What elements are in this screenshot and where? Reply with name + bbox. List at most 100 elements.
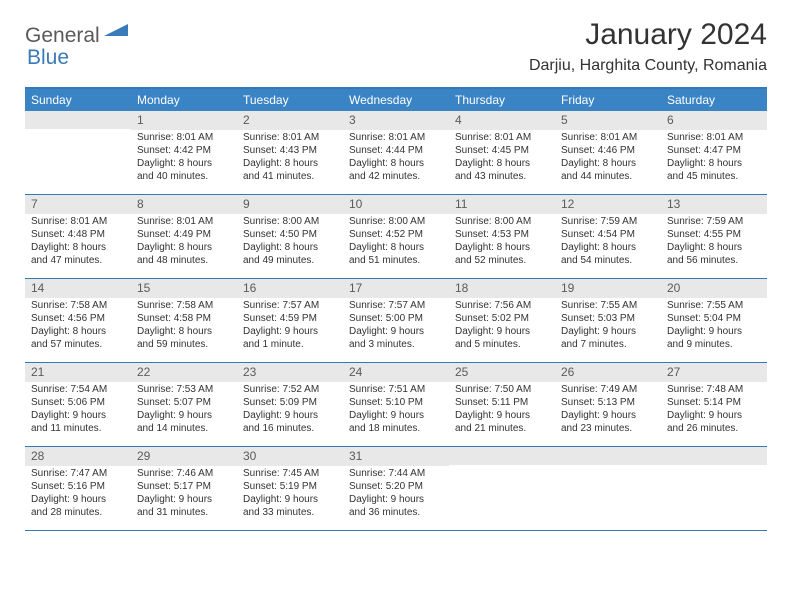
day-number: 27 xyxy=(661,363,767,382)
calendar-body: 1Sunrise: 8:01 AMSunset: 4:42 PMDaylight… xyxy=(25,111,767,531)
daylight-line-1: Daylight: 9 hours xyxy=(561,410,655,423)
sunset-line: Sunset: 5:16 PM xyxy=(31,481,125,494)
daylight-line-1: Daylight: 8 hours xyxy=(137,242,231,255)
daylight-line-2: and 57 minutes. xyxy=(31,339,125,352)
sunrise-line: Sunrise: 8:01 AM xyxy=(667,132,761,145)
daylight-line-1: Daylight: 9 hours xyxy=(137,494,231,507)
sunrise-line: Sunrise: 7:47 AM xyxy=(31,468,125,481)
sunrise-line: Sunrise: 7:53 AM xyxy=(137,384,231,397)
sunrise-line: Sunrise: 7:58 AM xyxy=(31,300,125,313)
day-number: 23 xyxy=(237,363,343,382)
sunrise-line: Sunrise: 8:00 AM xyxy=(243,216,337,229)
daylight-line-2: and 14 minutes. xyxy=(137,423,231,436)
weekday-header: Monday xyxy=(131,89,237,111)
day-number: 14 xyxy=(25,279,131,298)
day-number: 9 xyxy=(237,195,343,214)
sunrise-line: Sunrise: 7:45 AM xyxy=(243,468,337,481)
daylight-line-2: and 23 minutes. xyxy=(561,423,655,436)
sunset-line: Sunset: 4:46 PM xyxy=(561,145,655,158)
logo-text-blue: Blue xyxy=(27,46,69,69)
weekday-header: Tuesday xyxy=(237,89,343,111)
empty-day-bar xyxy=(25,111,131,129)
sunset-line: Sunset: 4:59 PM xyxy=(243,313,337,326)
sunrise-line: Sunrise: 7:51 AM xyxy=(349,384,443,397)
daylight-line-2: and 45 minutes. xyxy=(667,171,761,184)
day-number: 16 xyxy=(237,279,343,298)
sunrise-line: Sunrise: 7:49 AM xyxy=(561,384,655,397)
calendar-cell: 9Sunrise: 8:00 AMSunset: 4:50 PMDaylight… xyxy=(237,195,343,278)
daylight-line-2: and 44 minutes. xyxy=(561,171,655,184)
daylight-line-1: Daylight: 8 hours xyxy=(349,158,443,171)
sunset-line: Sunset: 4:43 PM xyxy=(243,145,337,158)
sunset-line: Sunset: 5:17 PM xyxy=(137,481,231,494)
logo-text-general: General xyxy=(25,24,100,48)
calendar-cell: 6Sunrise: 8:01 AMSunset: 4:47 PMDaylight… xyxy=(661,111,767,194)
daylight-line-1: Daylight: 8 hours xyxy=(667,158,761,171)
empty-day-bar xyxy=(449,447,555,465)
day-number: 25 xyxy=(449,363,555,382)
month-title: January 2024 xyxy=(529,18,767,52)
calendar-cell: 25Sunrise: 7:50 AMSunset: 5:11 PMDayligh… xyxy=(449,363,555,446)
daylight-line-2: and 1 minute. xyxy=(243,339,337,352)
calendar-row: 1Sunrise: 8:01 AMSunset: 4:42 PMDaylight… xyxy=(25,111,767,195)
day-number: 7 xyxy=(25,195,131,214)
sunrise-line: Sunrise: 7:44 AM xyxy=(349,468,443,481)
daylight-line-1: Daylight: 9 hours xyxy=(455,410,549,423)
sunrise-line: Sunrise: 7:57 AM xyxy=(349,300,443,313)
sunrise-line: Sunrise: 7:54 AM xyxy=(31,384,125,397)
sunset-line: Sunset: 4:53 PM xyxy=(455,229,549,242)
sunset-line: Sunset: 4:45 PM xyxy=(455,145,549,158)
daylight-line-2: and 5 minutes. xyxy=(455,339,549,352)
sunrise-line: Sunrise: 8:01 AM xyxy=(243,132,337,145)
sunrise-line: Sunrise: 8:01 AM xyxy=(31,216,125,229)
sunrise-line: Sunrise: 8:00 AM xyxy=(349,216,443,229)
weekday-header: Saturday xyxy=(661,89,767,111)
daylight-line-2: and 48 minutes. xyxy=(137,255,231,268)
daylight-line-2: and 9 minutes. xyxy=(667,339,761,352)
sunset-line: Sunset: 5:06 PM xyxy=(31,397,125,410)
calendar-cell: 18Sunrise: 7:56 AMSunset: 5:02 PMDayligh… xyxy=(449,279,555,362)
daylight-line-1: Daylight: 9 hours xyxy=(31,410,125,423)
day-number: 4 xyxy=(449,111,555,130)
empty-day-bar xyxy=(661,447,767,465)
sunrise-line: Sunrise: 7:55 AM xyxy=(667,300,761,313)
daylight-line-2: and 16 minutes. xyxy=(243,423,337,436)
sunset-line: Sunset: 4:49 PM xyxy=(137,229,231,242)
calendar-cell: 21Sunrise: 7:54 AMSunset: 5:06 PMDayligh… xyxy=(25,363,131,446)
day-number: 20 xyxy=(661,279,767,298)
sunrise-line: Sunrise: 7:50 AM xyxy=(455,384,549,397)
sunset-line: Sunset: 5:00 PM xyxy=(349,313,443,326)
sunrise-line: Sunrise: 8:01 AM xyxy=(349,132,443,145)
logo-blue-text-wrap: Blue xyxy=(27,46,69,70)
calendar-header-row: SundayMondayTuesdayWednesdayThursdayFrid… xyxy=(25,89,767,111)
calendar-row: 7Sunrise: 8:01 AMSunset: 4:48 PMDaylight… xyxy=(25,195,767,279)
calendar-cell: 3Sunrise: 8:01 AMSunset: 4:44 PMDaylight… xyxy=(343,111,449,194)
daylight-line-1: Daylight: 8 hours xyxy=(243,242,337,255)
day-number: 28 xyxy=(25,447,131,466)
daylight-line-1: Daylight: 9 hours xyxy=(349,410,443,423)
sunrise-line: Sunrise: 8:01 AM xyxy=(137,216,231,229)
sunset-line: Sunset: 4:47 PM xyxy=(667,145,761,158)
calendar-cell xyxy=(555,447,661,530)
daylight-line-2: and 52 minutes. xyxy=(455,255,549,268)
calendar-cell: 23Sunrise: 7:52 AMSunset: 5:09 PMDayligh… xyxy=(237,363,343,446)
day-number: 29 xyxy=(131,447,237,466)
sunrise-line: Sunrise: 7:58 AM xyxy=(137,300,231,313)
daylight-line-2: and 11 minutes. xyxy=(31,423,125,436)
day-number: 8 xyxy=(131,195,237,214)
daylight-line-1: Daylight: 8 hours xyxy=(667,242,761,255)
calendar-cell: 30Sunrise: 7:45 AMSunset: 5:19 PMDayligh… xyxy=(237,447,343,530)
sunset-line: Sunset: 4:58 PM xyxy=(137,313,231,326)
sunset-line: Sunset: 4:44 PM xyxy=(349,145,443,158)
daylight-line-1: Daylight: 9 hours xyxy=(667,326,761,339)
calendar-cell xyxy=(449,447,555,530)
day-number: 11 xyxy=(449,195,555,214)
sunset-line: Sunset: 4:54 PM xyxy=(561,229,655,242)
calendar-cell: 27Sunrise: 7:48 AMSunset: 5:14 PMDayligh… xyxy=(661,363,767,446)
day-number: 10 xyxy=(343,195,449,214)
day-number: 18 xyxy=(449,279,555,298)
calendar-cell: 11Sunrise: 8:00 AMSunset: 4:53 PMDayligh… xyxy=(449,195,555,278)
day-number: 13 xyxy=(661,195,767,214)
daylight-line-2: and 36 minutes. xyxy=(349,507,443,520)
logo-triangle-icon xyxy=(104,20,128,41)
